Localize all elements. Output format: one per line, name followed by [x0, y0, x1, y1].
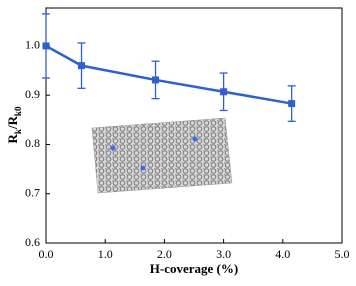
- data-point: [288, 100, 296, 108]
- y-tick-label: 0.8: [25, 136, 40, 150]
- x-tick-label: 5.0: [335, 247, 350, 261]
- y-tick-label: 0.9: [25, 87, 40, 101]
- y-tick-label: 0.7: [25, 185, 40, 199]
- data-point: [42, 42, 50, 50]
- plot-frame: [45, 7, 343, 244]
- y-label-part: k0: [13, 106, 23, 116]
- y-tick-label: 0.6: [25, 235, 40, 249]
- molecule-inset: [91, 117, 233, 194]
- x-axis-label: H-coverage (%): [150, 261, 238, 276]
- x-tick-label: 3.0: [216, 247, 231, 261]
- data-point: [78, 62, 86, 70]
- x-tick-label: 0.0: [39, 247, 54, 261]
- data-point: [220, 88, 228, 96]
- y-tick-label: 1.0: [25, 38, 40, 52]
- data-point: [152, 76, 160, 84]
- y-label-part: R: [5, 133, 20, 143]
- x-tick-label: 2.0: [157, 247, 172, 261]
- data-line: [45, 44, 292, 105]
- x-tick-label: 1.0: [98, 247, 113, 261]
- x-tick-label: 4.0: [275, 247, 290, 261]
- y-axis-label: Rk/Rk0: [5, 106, 23, 143]
- y-label-part: k: [13, 129, 23, 134]
- y-label-part: /R: [5, 115, 20, 130]
